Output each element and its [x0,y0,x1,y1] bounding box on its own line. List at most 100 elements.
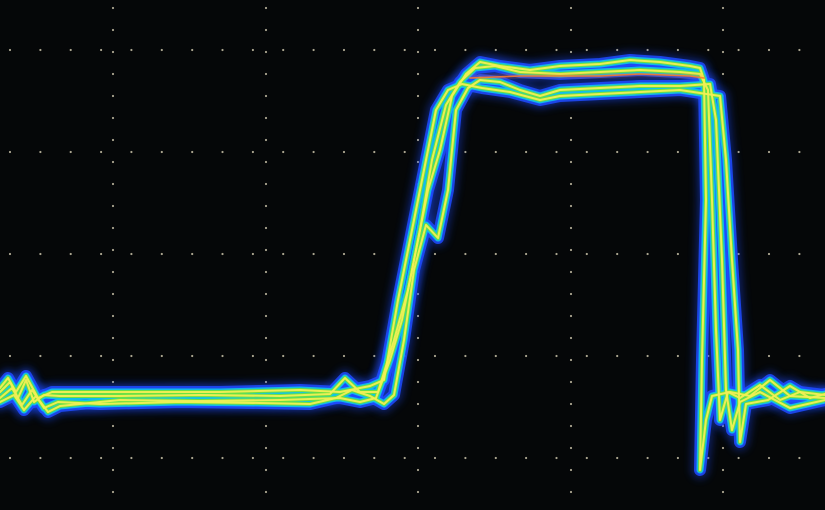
graticule-dot [416,424,420,428]
graticule-dot [69,354,72,358]
graticule-dot [676,150,680,154]
graticule-dot [416,490,420,494]
graticule-dot [264,358,268,362]
graticule-dot [264,182,268,186]
trace-yellow [0,79,825,431]
graticule-dot [264,336,268,340]
graticule-dot [39,150,42,154]
graticule-dot [569,380,573,384]
graticule-dot [433,456,437,460]
graticule-dot [494,252,497,256]
graticule-dot [264,248,268,252]
graticule-dot [251,150,254,154]
graticule-dot [111,468,115,472]
graticule-dot [555,354,558,358]
graticule-dot [416,468,420,472]
graticule-dot [8,252,12,256]
graticule-dot [312,252,315,256]
graticule-dot [8,456,12,460]
graticule-dot [525,252,528,256]
graticule-dot [160,456,163,460]
waveform-traces [0,51,825,479]
graticule-dot [282,252,285,256]
graticule-dot [416,50,420,54]
graticule-dot [100,252,103,256]
graticule-dot [251,456,254,460]
graticule-dot [111,336,115,340]
graticule-dot [264,50,268,54]
graticule-dot [111,248,115,252]
graticule-dot [676,354,680,358]
graticule-dot [264,138,268,142]
graticule-dot [464,48,467,52]
graticule-dot [569,314,573,318]
graticule-dot [111,446,115,450]
graticule-dot [646,354,649,358]
graticule-dot [525,48,528,52]
graticule-dot [464,150,467,154]
graticule-dot [494,456,497,460]
graticule-dot [264,270,268,274]
graticule-dot [8,48,12,52]
graticule-dot [191,354,194,358]
graticule-dot [111,270,115,274]
graticule-dot [416,138,420,142]
graticule-dot [646,252,649,256]
graticule-dot [100,150,103,154]
graticule-dot [130,456,133,460]
graticule-dot [464,456,467,460]
graticule-dot [569,292,573,296]
graticule-dot [767,456,771,460]
graticule-dot [616,48,619,52]
graticule-dot [416,314,420,318]
graticule-dot [264,226,268,230]
graticule-dot [191,150,194,154]
graticule-dot [191,252,194,256]
trace-hot-core [469,73,705,79]
graticule-dot [100,456,103,460]
graticule-dot [569,336,573,340]
graticule-dot [737,150,740,154]
graticule-dot [555,456,558,460]
graticule-dot [569,424,573,428]
graticule-dot [721,490,725,494]
graticule-dot [221,150,224,154]
graticule-dot [464,354,467,358]
graticule-dot [585,456,588,460]
graticule-dot [69,150,72,154]
graticule-dot [721,28,725,32]
graticule-dot [282,456,285,460]
graticule-dot [433,48,437,52]
graticule-dot [416,72,420,76]
graticule-dot [767,48,771,52]
graticule-dot [251,48,254,52]
graticule-dot [585,354,588,358]
graticule-dot [130,252,133,256]
graticule-dot [569,204,573,208]
graticule-dot [130,354,133,358]
graticule-dot [342,150,346,154]
graticule-dot [221,354,224,358]
graticule-dot [721,72,725,76]
graticule-dot [264,204,268,208]
graticule-dot [69,48,72,52]
graticule-dot [767,252,771,256]
graticule-dot [569,160,573,164]
graticule-dot [721,468,725,472]
graticule-dot [282,48,285,52]
graticule-dot [282,354,285,358]
graticule-dot [111,314,115,318]
graticule-dot [798,150,801,154]
graticule-dot [569,226,573,230]
graticule-dot [676,48,680,52]
graticule-dot [8,354,12,358]
graticule-dot [130,150,133,154]
graticule-dot [569,468,573,472]
graticule-dot [555,252,558,256]
graticule-dot [312,456,315,460]
graticule-dot [373,456,376,460]
graticule-dot [585,48,588,52]
graticule-dot [416,380,420,384]
